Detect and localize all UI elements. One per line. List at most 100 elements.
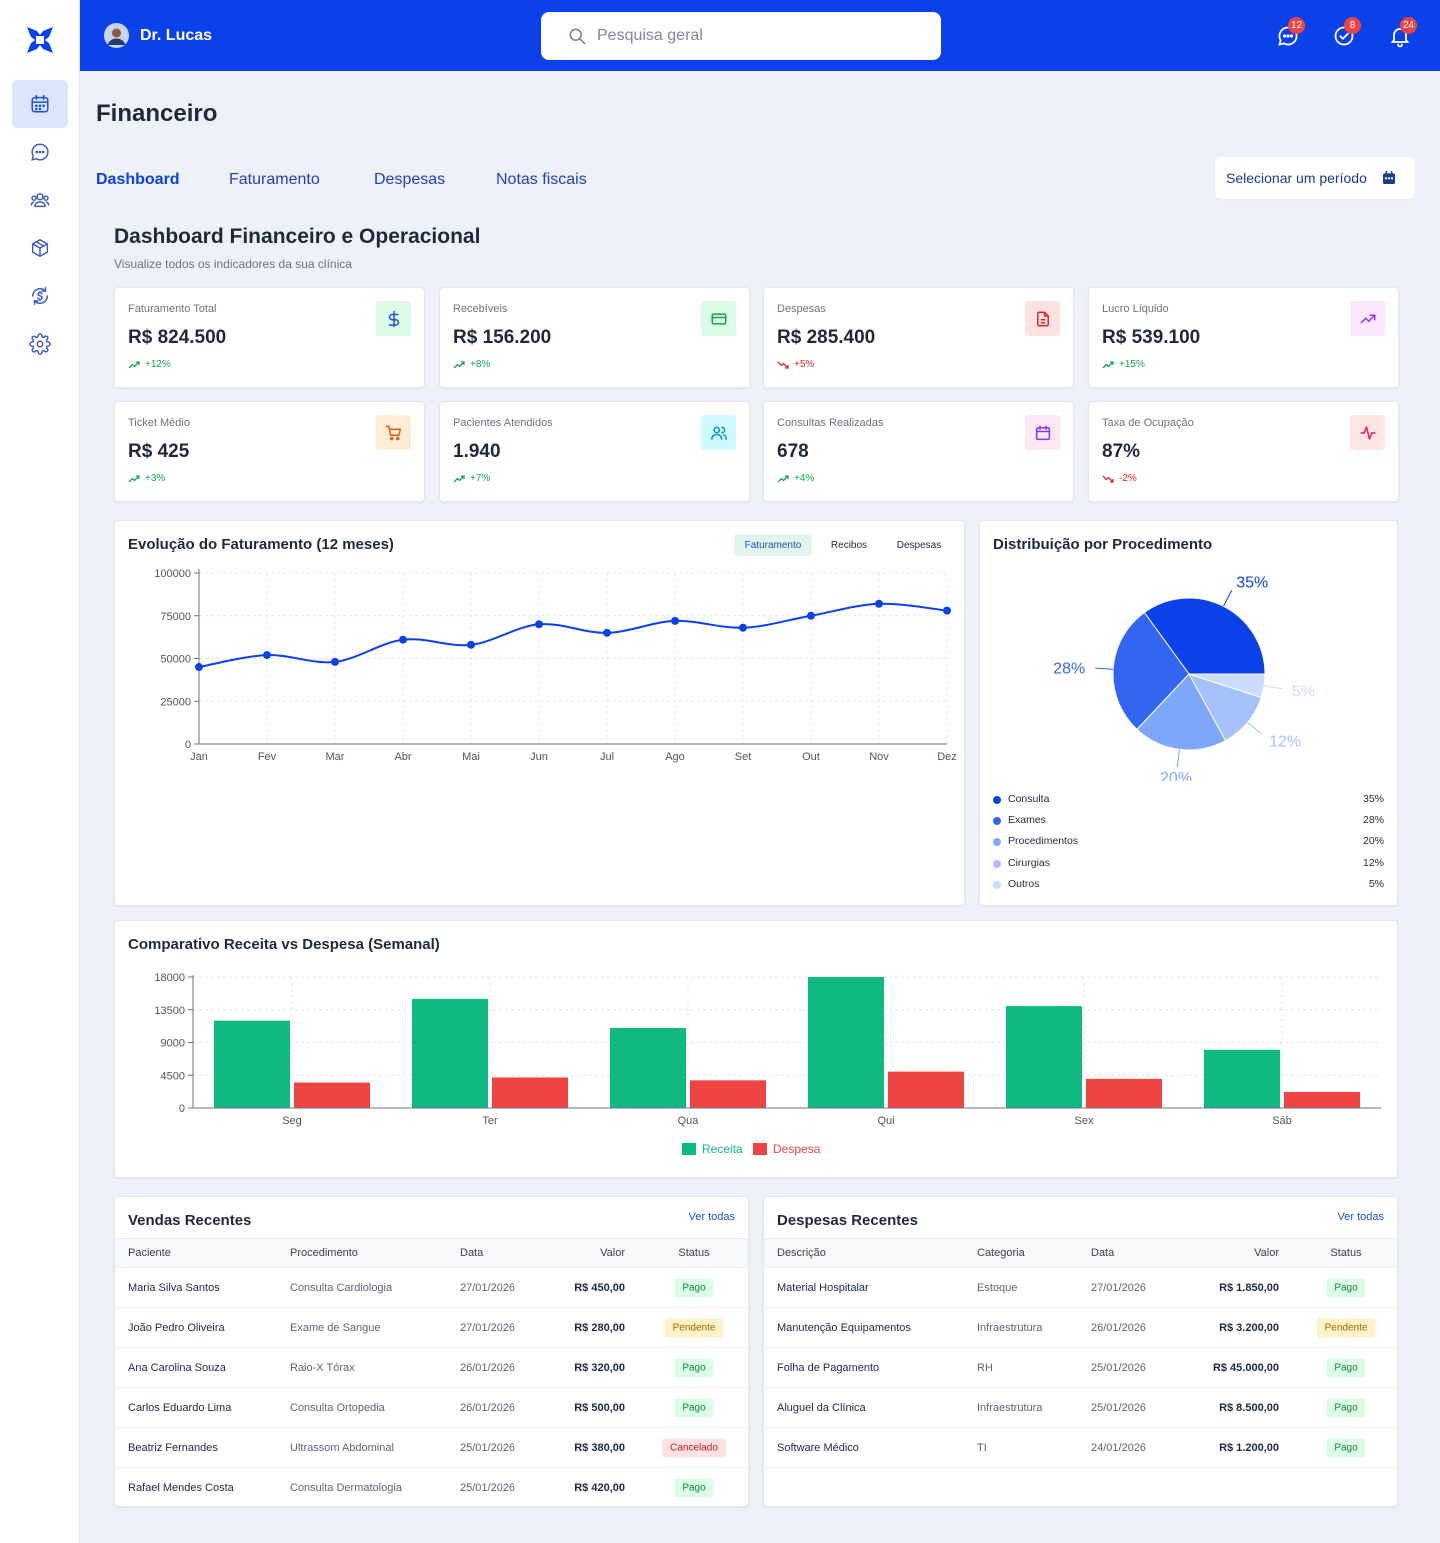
tasks-button[interactable]: 8 bbox=[1332, 17, 1361, 48]
x-tick-label: Dez bbox=[937, 751, 957, 763]
bar-receita[interactable] bbox=[412, 998, 488, 1108]
cell-procedure: Exame de Sangue bbox=[290, 1321, 381, 1334]
col-header: Data bbox=[1091, 1247, 1115, 1259]
bar-receita[interactable] bbox=[808, 977, 884, 1108]
kpi-icon-badge bbox=[376, 415, 411, 450]
pie-legend-item: Outros 5% bbox=[993, 878, 1384, 892]
table-row[interactable]: Beatriz Fernandes Ultrassom Abdominal 25/0… bbox=[115, 1428, 748, 1468]
sidebar-item-financial[interactable] bbox=[12, 272, 68, 320]
table-row[interactable]: Maria Silva Santos Consulta Cardiologia 27… bbox=[115, 1268, 748, 1308]
sidebar-item-settings[interactable] bbox=[12, 320, 68, 368]
x-tick-label: Qua bbox=[678, 1115, 700, 1127]
data-point[interactable] bbox=[603, 628, 611, 637]
cell-value: R$ 380,00 bbox=[574, 1441, 625, 1454]
table-row[interactable]: Material Hospitalar Estoque 27/01/2026 R$ 1… bbox=[764, 1268, 1397, 1308]
pie-slice[interactable] bbox=[1188, 673, 1266, 699]
user-menu[interactable]: Dr. Lucas bbox=[104, 23, 212, 48]
bar-receita[interactable] bbox=[1006, 1006, 1082, 1108]
cart-icon bbox=[385, 425, 401, 440]
legend-label[interactable]: Receita bbox=[702, 1142, 743, 1156]
notifications-button[interactable]: 24 bbox=[1388, 17, 1418, 48]
sidebar-item-inventory[interactable] bbox=[12, 224, 68, 272]
cell-date: 24/01/2026 bbox=[1091, 1441, 1147, 1454]
app-logo[interactable] bbox=[24, 24, 56, 56]
kpi-card: Lucro Líquido R$ 539.100 +15% bbox=[1088, 287, 1399, 388]
table-row[interactable]: Carlos Eduardo Lima Consulta Ortopedia 26/… bbox=[115, 1388, 748, 1428]
toggle-recibos[interactable]: Recibos bbox=[830, 539, 868, 551]
search-input[interactable] bbox=[597, 27, 897, 45]
tab-notas-fiscais[interactable]: Notas fiscais bbox=[496, 171, 587, 188]
bar-despesa[interactable] bbox=[690, 1080, 766, 1108]
table-row[interactable]: Aluguel da Clínica Infraestrutura 25/01/20… bbox=[764, 1388, 1397, 1428]
cell-date: 26/01/2026 bbox=[1091, 1321, 1147, 1334]
pie-data-label: 20% bbox=[1160, 770, 1192, 781]
bar-despesa[interactable] bbox=[1284, 1091, 1360, 1108]
pie-legend-item: Consulta 35% bbox=[993, 793, 1384, 807]
bar-despesa[interactable] bbox=[1086, 1078, 1162, 1108]
cell-description: Folha de Pagamento bbox=[777, 1361, 880, 1374]
sidebar-item-agenda[interactable] bbox=[12, 80, 68, 128]
kpi-card: Recebíveis R$ 156.200 +8% bbox=[439, 287, 750, 388]
table-row[interactable]: João Pedro Oliveira Exame de Sangue 27/01/… bbox=[115, 1308, 748, 1348]
data-point[interactable] bbox=[331, 657, 339, 666]
y-tick-label: 13500 bbox=[154, 1005, 185, 1017]
messages-button[interactable]: 12 bbox=[1276, 17, 1306, 48]
pie-data-label: 12% bbox=[1269, 733, 1301, 750]
kpi-change: +15% bbox=[1102, 359, 1145, 370]
bar-despesa[interactable] bbox=[888, 1071, 964, 1108]
sales-view-all-link[interactable]: Ver todas bbox=[688, 1211, 735, 1223]
tab-despesas[interactable]: Despesas bbox=[374, 171, 446, 188]
kpi-change: +8% bbox=[453, 359, 490, 370]
bar-despesa[interactable] bbox=[294, 1082, 370, 1108]
cell-value: R$ 1.850,00 bbox=[1219, 1281, 1279, 1294]
bar-receita[interactable] bbox=[1204, 1049, 1280, 1108]
toggle-despesas[interactable]: Despesas bbox=[896, 539, 942, 551]
data-point[interactable] bbox=[671, 616, 679, 625]
kpi-label: Lucro Líquido bbox=[1102, 303, 1169, 315]
cell-date: 26/01/2026 bbox=[460, 1401, 516, 1414]
cell-procedure: Consulta Dermatologia bbox=[290, 1481, 402, 1494]
x-tick-label: Seg bbox=[282, 1115, 302, 1127]
data-point[interactable] bbox=[875, 599, 883, 608]
period-select-button[interactable]: Selecionar um período bbox=[1215, 157, 1415, 199]
kpi-change: +5% bbox=[777, 359, 814, 370]
cell-description: Software Médico bbox=[777, 1441, 859, 1454]
bar-receita[interactable] bbox=[610, 1027, 686, 1108]
data-point[interactable] bbox=[535, 620, 543, 629]
top-bar: Dr. Lucas 12 8 24 bbox=[80, 0, 1440, 71]
col-header: Status bbox=[1330, 1247, 1362, 1259]
pie-slice[interactable] bbox=[1112, 611, 1190, 731]
data-point[interactable] bbox=[263, 651, 271, 660]
data-point[interactable] bbox=[943, 606, 951, 615]
data-point[interactable] bbox=[195, 663, 203, 672]
toggle-faturamento[interactable]: Faturamento bbox=[734, 534, 812, 556]
tab-dashboard[interactable]: Dashboard bbox=[96, 171, 180, 188]
status-badge: Cancelado bbox=[662, 1438, 726, 1457]
expenses-view-all-link[interactable]: Ver todas bbox=[1337, 1211, 1384, 1223]
data-point[interactable] bbox=[739, 623, 747, 632]
status-badge: Pago bbox=[674, 1278, 714, 1297]
pie-legend-item: Exames 28% bbox=[993, 814, 1384, 828]
col-header: Categoria bbox=[977, 1247, 1025, 1259]
table-row[interactable]: Manutenção Equipamentos Infraestrutura 26/… bbox=[764, 1308, 1397, 1348]
cell-category: RH bbox=[977, 1361, 993, 1374]
tab-faturamento[interactable]: Faturamento bbox=[229, 171, 320, 188]
data-point[interactable] bbox=[467, 640, 475, 649]
sidebar-item-messages[interactable] bbox=[12, 128, 68, 176]
bar-despesa[interactable] bbox=[492, 1077, 568, 1108]
data-point[interactable] bbox=[399, 635, 407, 644]
legend-label[interactable]: Despesa bbox=[773, 1142, 821, 1156]
label-leader-line bbox=[1263, 685, 1282, 690]
data-point[interactable] bbox=[807, 611, 815, 620]
table-row[interactable]: Rafael Mendes Costa Consulta Dermatologia… bbox=[115, 1468, 748, 1506]
pie-data-label: 35% bbox=[1236, 574, 1268, 591]
bar-receita[interactable] bbox=[214, 1020, 290, 1108]
table-row[interactable]: Software Médico TI 24/01/2026 R$ 1.200,00 Pa… bbox=[764, 1428, 1397, 1468]
table-row[interactable]: Folha de Pagamento RH 25/01/2026 R$ 45.000,… bbox=[764, 1348, 1397, 1388]
bar-chart-title: Comparativo Receita vs Despesa (Semanal) bbox=[128, 936, 440, 953]
cell-date: 25/01/2026 bbox=[1091, 1361, 1147, 1374]
sidebar-item-patients[interactable] bbox=[12, 176, 68, 224]
table-row[interactable]: Ana Carolina Souza Raio-X Tórax 26/01/2026… bbox=[115, 1348, 748, 1388]
users-icon bbox=[30, 193, 50, 208]
messages-badge: 12 bbox=[1288, 17, 1306, 34]
